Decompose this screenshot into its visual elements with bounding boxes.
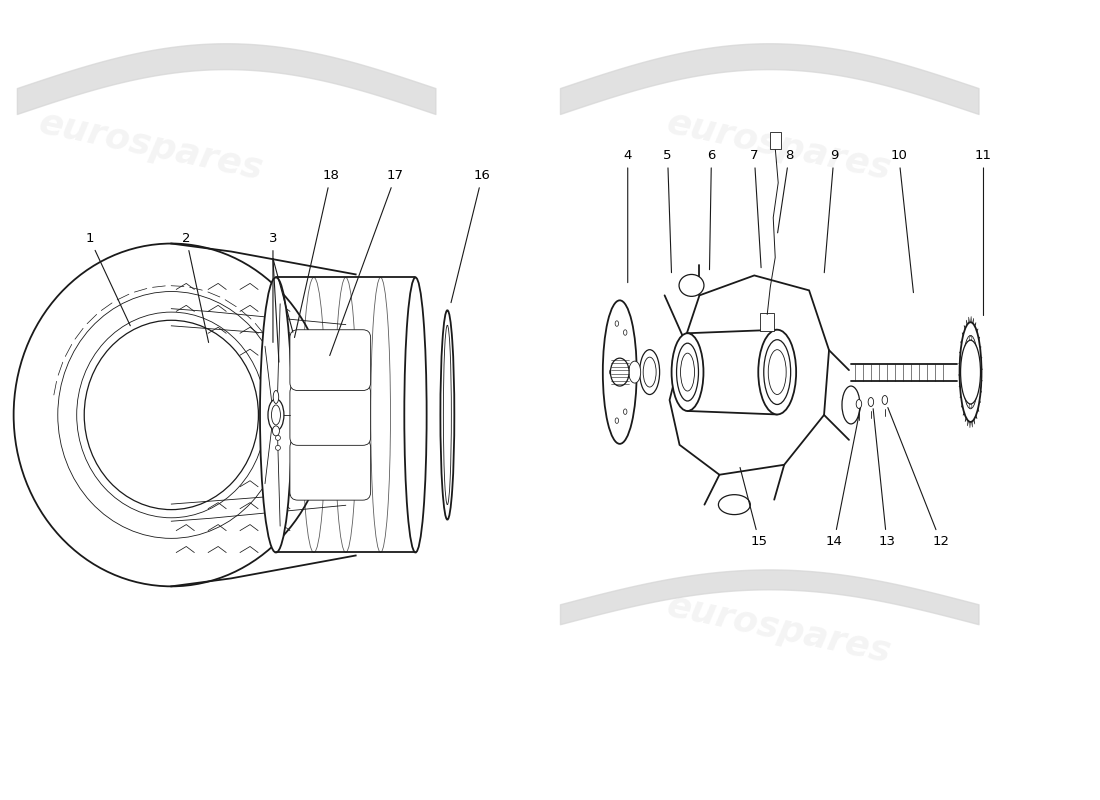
Ellipse shape	[273, 426, 279, 436]
Text: 3: 3	[268, 232, 277, 342]
Ellipse shape	[960, 340, 980, 404]
Ellipse shape	[763, 340, 791, 405]
Text: 9: 9	[824, 150, 838, 273]
Ellipse shape	[965, 394, 967, 398]
Text: 5: 5	[663, 150, 672, 273]
Ellipse shape	[969, 336, 972, 340]
Text: 4: 4	[624, 150, 631, 282]
Ellipse shape	[965, 346, 967, 350]
FancyBboxPatch shape	[290, 439, 371, 500]
Ellipse shape	[959, 322, 981, 422]
Ellipse shape	[405, 278, 427, 553]
Text: 11: 11	[975, 150, 992, 315]
FancyBboxPatch shape	[290, 330, 371, 390]
Text: eurospares: eurospares	[664, 106, 894, 186]
Ellipse shape	[615, 321, 618, 326]
Polygon shape	[975, 413, 977, 419]
Polygon shape	[966, 320, 968, 326]
Text: 13: 13	[873, 409, 895, 548]
Ellipse shape	[627, 370, 630, 375]
Polygon shape	[976, 329, 978, 335]
Polygon shape	[962, 333, 965, 338]
Polygon shape	[978, 346, 981, 352]
Text: 14: 14	[826, 408, 860, 548]
Ellipse shape	[609, 370, 613, 375]
Text: 12: 12	[888, 407, 949, 548]
Ellipse shape	[679, 274, 704, 296]
Polygon shape	[670, 275, 829, 474]
Text: 8: 8	[778, 150, 793, 233]
Ellipse shape	[268, 399, 284, 431]
Polygon shape	[979, 387, 981, 392]
Text: eurospares: eurospares	[36, 106, 266, 186]
Ellipse shape	[962, 335, 979, 409]
Ellipse shape	[273, 390, 278, 403]
Text: 15: 15	[740, 467, 768, 548]
Text: 17: 17	[330, 170, 404, 355]
Polygon shape	[975, 322, 976, 329]
Ellipse shape	[624, 409, 627, 414]
Ellipse shape	[975, 394, 977, 398]
Polygon shape	[979, 367, 982, 372]
Ellipse shape	[260, 278, 292, 553]
Polygon shape	[961, 402, 964, 407]
Text: 1: 1	[86, 232, 130, 326]
Polygon shape	[959, 352, 962, 357]
Ellipse shape	[976, 370, 979, 374]
Polygon shape	[967, 419, 969, 426]
Polygon shape	[974, 418, 975, 424]
Circle shape	[275, 435, 280, 440]
Text: 18: 18	[295, 170, 339, 338]
Ellipse shape	[672, 334, 704, 411]
Ellipse shape	[610, 358, 629, 386]
Text: 2: 2	[182, 232, 209, 342]
Polygon shape	[965, 415, 967, 422]
Polygon shape	[979, 378, 982, 382]
Ellipse shape	[624, 330, 627, 335]
FancyBboxPatch shape	[760, 314, 774, 331]
Polygon shape	[977, 406, 979, 411]
Ellipse shape	[640, 350, 660, 394]
Ellipse shape	[440, 310, 454, 519]
Polygon shape	[977, 337, 980, 343]
Text: 6: 6	[707, 150, 716, 270]
Ellipse shape	[975, 346, 977, 350]
Ellipse shape	[272, 407, 279, 423]
Text: 7: 7	[750, 150, 761, 268]
Ellipse shape	[629, 361, 640, 383]
Polygon shape	[964, 326, 966, 332]
Polygon shape	[979, 357, 982, 362]
Circle shape	[275, 446, 280, 450]
Ellipse shape	[603, 300, 637, 444]
Ellipse shape	[868, 398, 873, 406]
Polygon shape	[959, 382, 962, 387]
Polygon shape	[958, 372, 961, 378]
Text: 16: 16	[451, 170, 491, 302]
Polygon shape	[962, 409, 966, 415]
FancyBboxPatch shape	[770, 132, 781, 149]
Ellipse shape	[856, 399, 861, 409]
Polygon shape	[960, 342, 964, 347]
Ellipse shape	[882, 395, 888, 405]
Polygon shape	[959, 362, 961, 367]
Ellipse shape	[969, 404, 972, 408]
Polygon shape	[972, 318, 974, 325]
Ellipse shape	[842, 386, 860, 424]
Text: eurospares: eurospares	[664, 589, 894, 670]
FancyBboxPatch shape	[290, 385, 371, 446]
Polygon shape	[960, 392, 962, 398]
Ellipse shape	[676, 343, 698, 401]
Ellipse shape	[962, 370, 965, 374]
Text: 10: 10	[890, 150, 913, 293]
Ellipse shape	[758, 330, 796, 414]
Ellipse shape	[443, 326, 451, 505]
Ellipse shape	[718, 494, 750, 514]
Polygon shape	[978, 397, 980, 402]
Ellipse shape	[615, 418, 618, 423]
